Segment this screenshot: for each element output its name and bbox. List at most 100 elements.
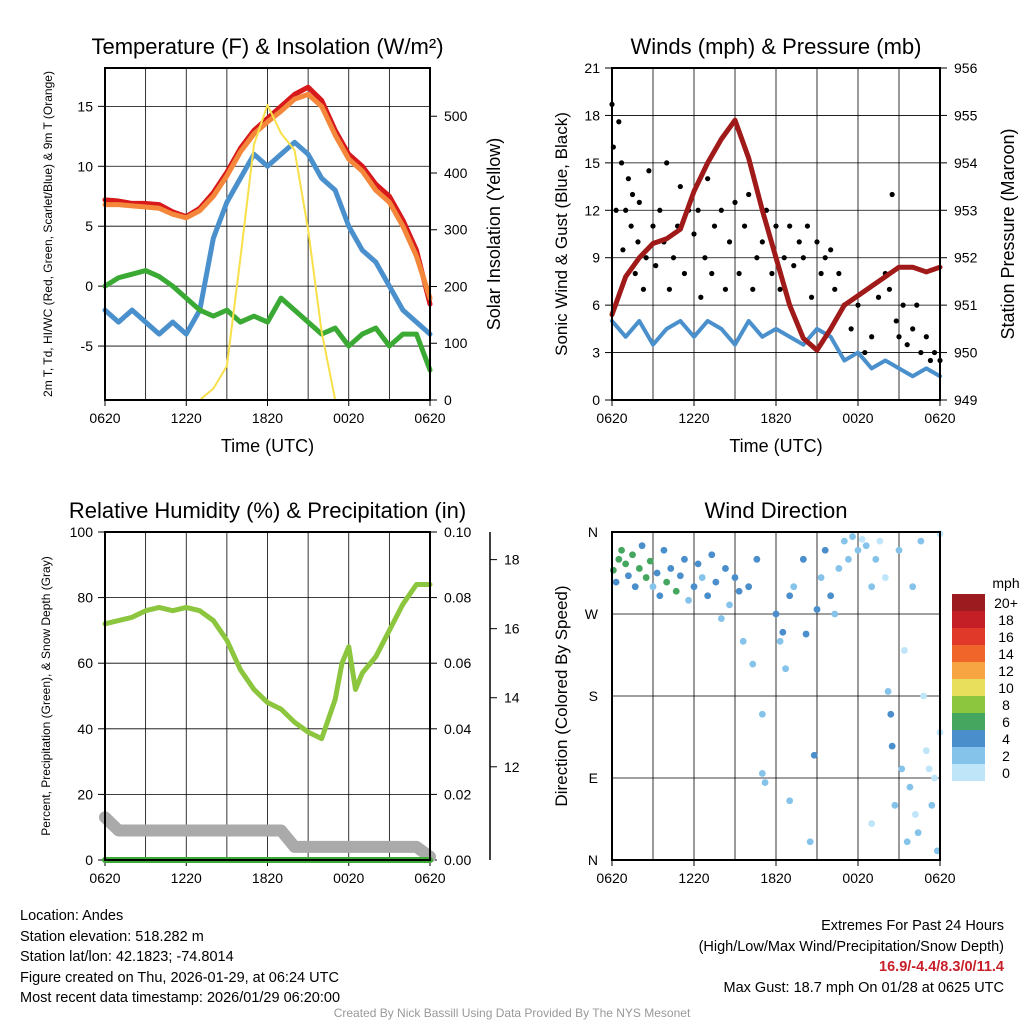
temp-chart-xtick-label: 1820	[252, 410, 283, 426]
direction-point	[802, 630, 810, 638]
wind-chart-title: Winds (mph) & Pressure (mb)	[631, 34, 922, 59]
extremes-info: Extremes For Past 24 Hours (High/Low/Max…	[699, 916, 1004, 998]
direction-point	[704, 592, 712, 600]
gust-point	[918, 349, 924, 356]
temp-chart-y2tick-label: 400	[444, 165, 468, 181]
colorbar-label: 4	[1002, 731, 1010, 747]
temp-chart-y2tick-label: 200	[444, 278, 468, 294]
gust-point	[623, 207, 629, 213]
gust-point	[777, 286, 783, 292]
direction-point	[799, 555, 807, 563]
direction-point	[749, 660, 757, 668]
gust-point	[741, 223, 748, 229]
direction-point	[876, 537, 884, 545]
direction-point	[739, 637, 747, 645]
wind-chart-ytick-label: 18	[584, 107, 600, 123]
gust-point	[904, 342, 910, 348]
gust-point	[836, 270, 842, 277]
gust-point	[808, 294, 815, 300]
gust-point	[625, 176, 632, 182]
gust-point	[900, 302, 906, 308]
rh-chart-ytick-label: 0	[85, 852, 93, 868]
direction-point	[810, 751, 818, 759]
colorbar-swatch	[952, 662, 985, 679]
gust-point	[746, 191, 752, 198]
gust-point	[670, 255, 677, 261]
direction-point	[753, 555, 761, 563]
temp-chart-y2tick-label: 100	[444, 335, 468, 351]
gust-point	[613, 207, 619, 213]
gust-point	[914, 302, 920, 308]
direction-point	[931, 774, 938, 782]
rh-chart-snow-y2tick-label: 14	[504, 690, 520, 706]
direction-point	[895, 546, 903, 554]
extremes-values: 16.9/-4.4/8.3/0/11.4	[879, 959, 1004, 975]
gust-point	[754, 255, 760, 261]
gust-point	[769, 270, 775, 277]
direction-point	[676, 572, 684, 580]
direction-point	[849, 533, 856, 540]
pressure-y-label: Station Pressure (Maroon)	[998, 128, 1018, 339]
wind-chart-y2tick-label: 953	[954, 202, 978, 218]
direction-point	[722, 565, 729, 572]
direction-point	[667, 565, 675, 572]
gust-point	[629, 191, 636, 198]
colorbar-label: 20+	[994, 595, 1018, 611]
rh-chart-y2tick-label: 0.04	[444, 721, 471, 737]
gust-point	[711, 223, 718, 229]
direction-point	[786, 797, 794, 805]
gust-point	[893, 318, 899, 324]
dir-chart-xtick-label: 1220	[678, 870, 709, 886]
rh-chart-snow-y2tick-label: 12	[504, 759, 520, 775]
direction-point	[831, 610, 839, 618]
direction-point	[817, 574, 825, 581]
direction-point	[776, 637, 784, 645]
direction-point	[635, 565, 643, 572]
temp-chart-y2tick-label: 0	[444, 392, 452, 408]
direction-point	[790, 583, 798, 591]
direction-point	[698, 574, 706, 581]
temp-chart-ytick-label: -5	[81, 338, 94, 354]
direction-point	[922, 747, 930, 755]
gust-point	[653, 263, 659, 269]
direction-point	[731, 574, 739, 581]
wind-chart-ytick-label: 9	[592, 250, 600, 266]
gust-point	[814, 239, 820, 245]
direction-point	[622, 560, 630, 568]
gust-point	[875, 294, 882, 300]
gust-point	[796, 239, 802, 245]
temp-chart-ytick-label: 10	[77, 158, 93, 174]
gust-point	[666, 286, 673, 292]
gust-point	[804, 223, 811, 229]
colorbar-label: 12	[998, 663, 1014, 679]
gust-point	[931, 349, 938, 356]
gust-point	[889, 191, 895, 198]
wind-chart-ytick-label: 12	[584, 202, 600, 218]
rh-chart-snow-y2tick-label: 16	[504, 621, 520, 637]
direction-point	[901, 647, 908, 654]
direction-point	[888, 742, 896, 750]
colorbar-swatch	[952, 696, 985, 713]
series-hi-wc	[102, 268, 433, 373]
gust-point	[643, 255, 649, 261]
lat-lon: Station lat/lon: 42.1823; -74.8014	[20, 949, 234, 965]
colorbar-swatch	[952, 611, 985, 628]
colorbar-swatch	[952, 747, 985, 764]
gust-point	[726, 239, 733, 245]
gust-point	[718, 207, 724, 213]
direction-point	[782, 665, 789, 673]
colorbar-label: 0	[1002, 765, 1010, 781]
gust-point	[636, 199, 642, 205]
gust-point	[620, 247, 626, 253]
direction-point	[745, 583, 753, 591]
direction-point	[735, 587, 743, 595]
colorbar-swatch	[952, 730, 985, 747]
gust-point	[910, 326, 916, 332]
wind-chart-xlabel: Time (UTC)	[729, 436, 822, 456]
colorbar-label: 8	[1002, 697, 1010, 713]
series-td	[102, 139, 433, 337]
temp-chart-border	[104, 67, 431, 401]
gust-point	[702, 255, 708, 261]
gust-point	[664, 160, 670, 166]
wind-chart-y2tick-label: 952	[954, 250, 978, 266]
